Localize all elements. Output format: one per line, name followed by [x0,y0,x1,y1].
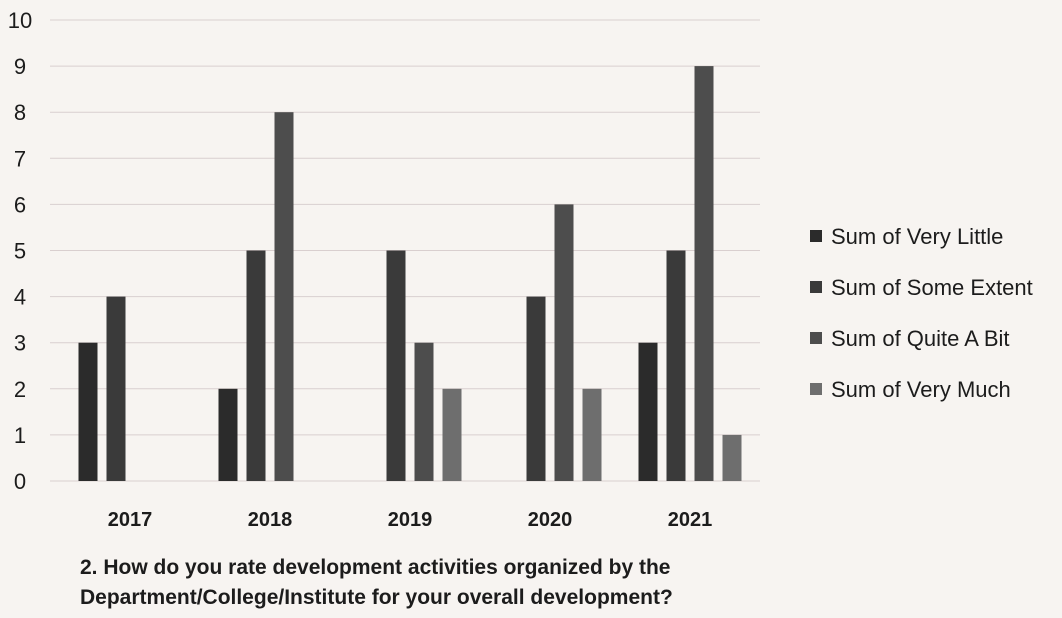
y-tick-label: 5 [14,239,26,264]
y-tick-label: 0 [14,469,26,494]
bars [78,66,742,481]
bar-2017-series-2 [106,296,126,481]
bar-2019-series-4 [442,388,462,481]
legend: Sum of Very Little Sum of Some Extent Sum … [810,224,1033,402]
bar-2021-series-2 [666,250,686,481]
y-axis-ticks: 0 1 2 3 4 5 6 7 8 9 10 [8,8,32,494]
y-tick-label: 10 [8,8,32,33]
legend-label: Sum of Very Little [831,224,1003,249]
bar-2018-series-1 [218,388,238,481]
bar-2021-series-4 [722,434,742,481]
caption-line-2: Department/College/Institute for your ov… [80,586,673,609]
bar-2019-series-3 [414,342,434,481]
bar-2020-series-4 [582,388,602,481]
bar-2018-series-3 [274,112,294,481]
y-tick-label: 7 [14,146,26,171]
legend-swatch [810,383,822,395]
y-tick-label: 2 [14,377,26,402]
x-axis-ticks: 2017 2018 2019 2020 2021 [108,509,713,531]
y-tick-label: 9 [14,54,26,79]
y-tick-label: 8 [14,100,26,125]
bar-2020-series-3 [554,204,574,481]
legend-label: Sum of Quite A Bit [831,326,1010,351]
x-tick-label-2020: 2020 [528,509,573,531]
caption-line-1: 2. How do you rate development activitie… [80,556,671,579]
x-tick-label-2018: 2018 [248,509,293,531]
y-tick-label: 6 [14,192,26,217]
legend-swatch [810,230,822,242]
bar-2021-series-1 [638,342,658,481]
x-tick-label-2021: 2021 [668,509,713,531]
y-tick-label: 3 [14,331,26,356]
bar-2021-series-3 [694,66,714,481]
x-tick-label-2019: 2019 [388,509,433,531]
bar-2020-series-2 [526,296,546,481]
legend-swatch [810,332,822,344]
bar-2017-series-1 [78,342,98,481]
legend-label: Sum of Very Much [831,377,1011,402]
bar-2018-series-2 [246,250,266,481]
y-tick-label: 4 [14,285,26,310]
chart-caption: 2. How do you rate development activitie… [80,553,780,613]
legend-swatch [810,281,822,293]
x-tick-label-2017: 2017 [108,509,153,531]
bar-2019-series-2 [386,250,406,481]
legend-label: Sum of Some Extent [831,275,1033,300]
y-tick-label: 1 [14,423,26,448]
